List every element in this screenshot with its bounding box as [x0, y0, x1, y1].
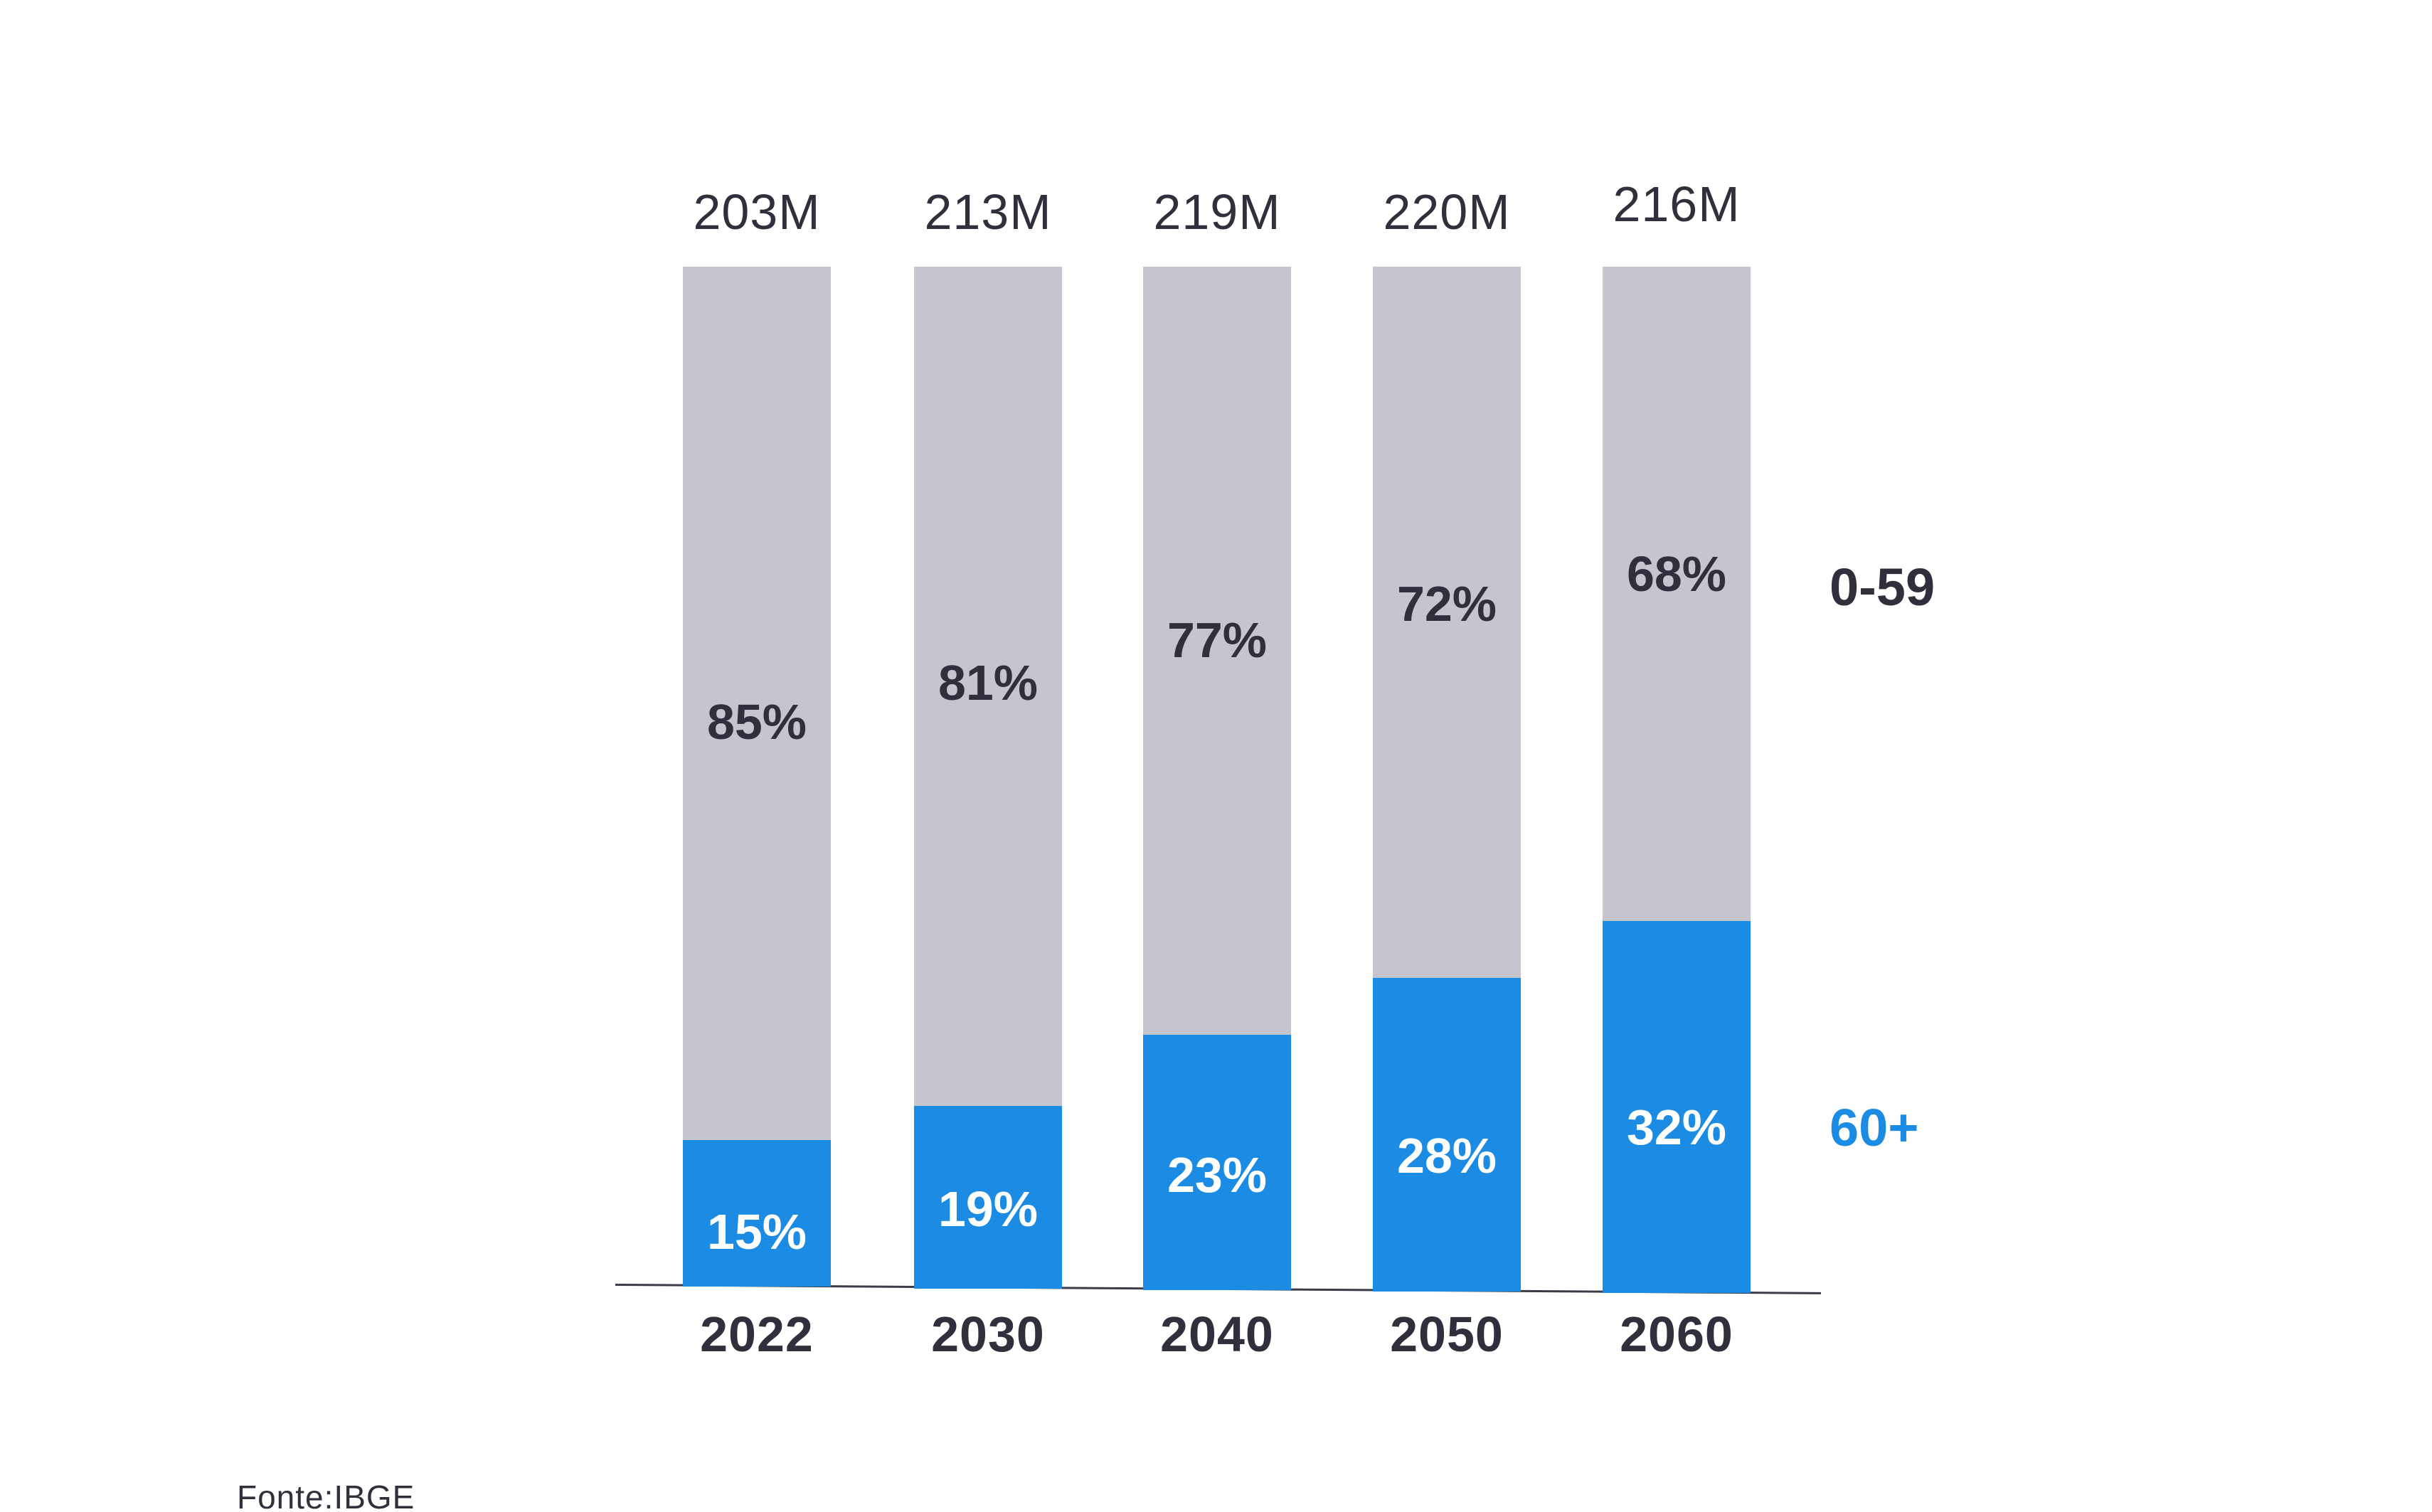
percent-label-60plus: 32% [1626, 1100, 1727, 1155]
legend-label-60plus: 60+ [1830, 1098, 1919, 1157]
year-label: 2022 [700, 1306, 814, 1362]
percent-label-0-59: 68% [1626, 546, 1727, 602]
segment-0-59 [683, 267, 831, 1140]
total-label: 219M [1153, 184, 1281, 240]
percent-label-60plus: 23% [1167, 1147, 1268, 1203]
total-label: 216M [1613, 176, 1741, 232]
year-label: 2040 [1160, 1306, 1274, 1362]
year-label: 2050 [1390, 1306, 1504, 1362]
segment-60plus [1143, 1035, 1291, 1290]
percent-label-0-59: 77% [1167, 612, 1268, 668]
segment-0-59 [1373, 267, 1521, 978]
segment-60plus [914, 1106, 1062, 1289]
source-text: Fonte:IBGE [237, 1479, 415, 1512]
segment-0-59 [1603, 267, 1751, 921]
segment-0-59 [914, 267, 1062, 1106]
year-label: 2060 [1620, 1306, 1733, 1362]
percent-label-60plus: 19% [938, 1181, 1039, 1237]
segment-60plus [1603, 921, 1751, 1293]
year-label: 2030 [931, 1306, 1045, 1362]
percent-label-0-59: 72% [1396, 576, 1497, 632]
total-label: 220M [1383, 184, 1511, 240]
percent-label-60plus: 28% [1396, 1128, 1497, 1183]
segment-60plus [683, 1140, 831, 1287]
percent-label-0-59: 85% [706, 694, 807, 750]
total-label: 213M [924, 184, 1052, 240]
total-label: 203M [693, 184, 821, 240]
segment-60plus [1373, 978, 1521, 1292]
segment-0-59 [1143, 267, 1291, 1035]
legend-label-0-59: 0-59 [1830, 558, 1935, 617]
percent-label-0-59: 81% [938, 655, 1039, 710]
percent-label-60plus: 15% [706, 1204, 807, 1260]
